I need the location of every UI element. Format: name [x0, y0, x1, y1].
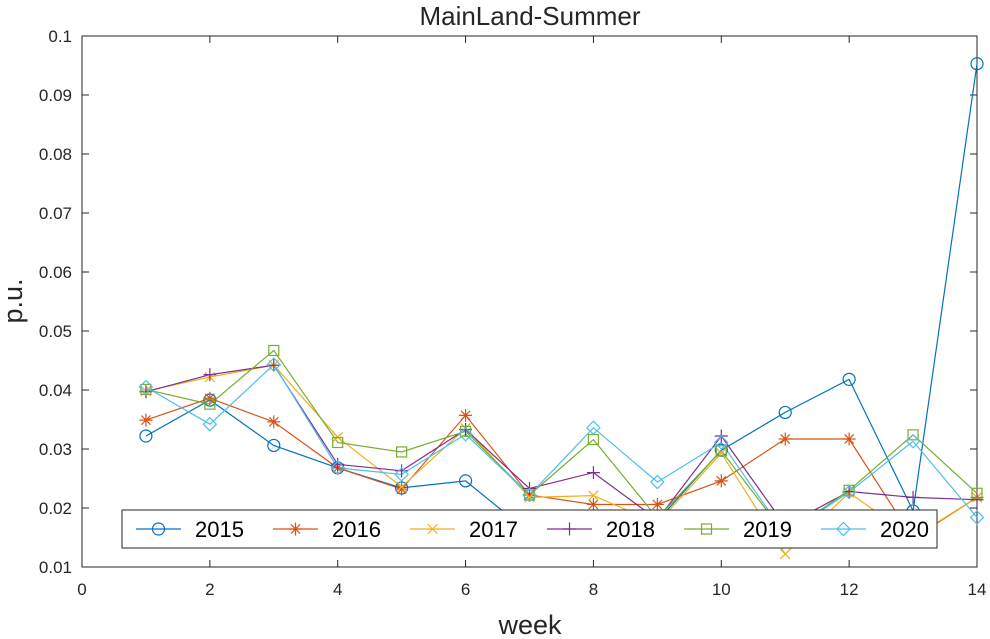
- data-point-2016: [395, 482, 409, 496]
- series-lines: [145, 63, 978, 555]
- data-point-2020: [522, 487, 537, 503]
- data-point-2018: [267, 358, 281, 372]
- data-point-2019: [907, 429, 919, 441]
- y-tick-label: 0.05: [39, 322, 72, 341]
- legend-box: [121, 509, 938, 549]
- y-tick-label: 0.08: [39, 145, 72, 164]
- y-tick-label: 0.07: [39, 204, 72, 223]
- y-tick-label: 0.04: [39, 381, 72, 400]
- x-tick-label: 8: [589, 580, 598, 599]
- legend-label-2019: 2019: [743, 517, 792, 542]
- data-point-2020: [969, 510, 985, 525]
- data-point-2020: [138, 379, 154, 395]
- x-tick-label: 0: [77, 580, 86, 599]
- data-point-2015: [842, 372, 856, 386]
- y-tick-label: 0.09: [39, 86, 72, 105]
- data-point-2018: [139, 385, 153, 399]
- data-point-2016: [459, 408, 473, 422]
- y-tick-label: 0.03: [39, 440, 72, 459]
- series-line-2016: [145, 397, 978, 540]
- data-point-2020: [841, 484, 857, 500]
- axis-ticks: 0 2 4 6 8 10 12 14 0.01 0.02 0.03 0.04 0.05 0.06 0.07 0…: [39, 27, 987, 599]
- legend-label-2016: 2016: [332, 517, 381, 542]
- x-tick-label: 2: [205, 580, 214, 599]
- data-point-2019: [523, 489, 536, 501]
- data-point-2016: [267, 415, 281, 429]
- data-point-2019: [204, 398, 216, 410]
- legend-label-2015: 2015: [195, 517, 244, 542]
- data-point-2020: [586, 420, 601, 436]
- data-point-2019: [396, 446, 408, 458]
- legend-label-2018: 2018: [606, 517, 655, 542]
- x-tick-label: 10: [712, 580, 731, 599]
- data-point-2017: [524, 492, 535, 503]
- legend: 2015 2016 2017 2018 2019 2020: [121, 509, 938, 549]
- data-point-2019: [971, 487, 983, 499]
- chart-title: MainLand-Summer: [419, 1, 640, 31]
- legend-marker-2015: [151, 522, 166, 536]
- data-point-2017: [715, 447, 727, 459]
- data-point-2019: [715, 445, 727, 457]
- y-tick-label: 0.01: [39, 558, 72, 577]
- data-point-2018: [586, 466, 600, 480]
- data-point-2020: [713, 435, 729, 450]
- x-tick-label: 6: [461, 580, 470, 599]
- data-point-2018: [203, 368, 217, 382]
- data-point-2018: [459, 423, 473, 437]
- data-point-2020: [202, 416, 218, 432]
- data-point-2016: [778, 432, 792, 446]
- legend-marker-2016: [289, 522, 302, 536]
- data-point-2018: [970, 493, 984, 507]
- data-point-2015: [778, 405, 792, 420]
- data-point-2017: [396, 481, 407, 493]
- data-point-2020: [905, 433, 921, 449]
- data-point-2016: [842, 432, 856, 446]
- y-axis-label: p.u.: [0, 278, 28, 323]
- data-point-2015: [970, 57, 984, 71]
- legend-label-2020: 2020: [880, 517, 929, 542]
- data-point-2020: [394, 467, 409, 482]
- data-point-2016: [586, 497, 600, 511]
- data-point-2020: [650, 474, 665, 490]
- data-point-2017: [779, 548, 791, 560]
- data-point-2019: [140, 383, 152, 396]
- series-line-2020: [145, 363, 978, 536]
- data-point-2016: [203, 391, 217, 405]
- data-point-2018: [395, 464, 409, 478]
- data-point-2016: [139, 413, 153, 427]
- data-point-2018: [331, 457, 345, 471]
- data-point-2020: [266, 357, 282, 372]
- data-point-2019: [332, 436, 344, 449]
- legend-marker-2020: [836, 521, 851, 537]
- data-point-2016: [650, 497, 664, 511]
- series-line-2017: [145, 364, 978, 555]
- x-tick-label: 4: [333, 580, 342, 599]
- data-point-2017: [588, 490, 599, 501]
- y-tick-label: 0.06: [39, 263, 72, 282]
- data-point-2016: [714, 474, 728, 488]
- y-tick-label: 0.02: [39, 499, 72, 518]
- data-point-2015: [267, 438, 281, 453]
- data-point-2020: [458, 426, 473, 442]
- plot-area: [81, 35, 978, 568]
- x-tick-label: 12: [840, 580, 859, 599]
- x-axis-label: week: [497, 610, 562, 639]
- series-line-2019: [145, 349, 978, 536]
- data-point-2015: [458, 474, 473, 488]
- y-tick-label: 0.1: [48, 27, 72, 46]
- data-point-2015: [139, 429, 153, 443]
- data-point-2020: [330, 460, 346, 476]
- x-tick-label: 14: [968, 580, 987, 599]
- legend-marker-2019: [700, 523, 713, 535]
- legend-label-2017: 2017: [469, 517, 518, 542]
- legend-marker-2017: [427, 523, 438, 535]
- legend-marker-2018: [563, 522, 576, 536]
- data-point-2019: [459, 425, 472, 437]
- data-point-2019: [268, 344, 280, 357]
- data-point-2018: [906, 490, 920, 504]
